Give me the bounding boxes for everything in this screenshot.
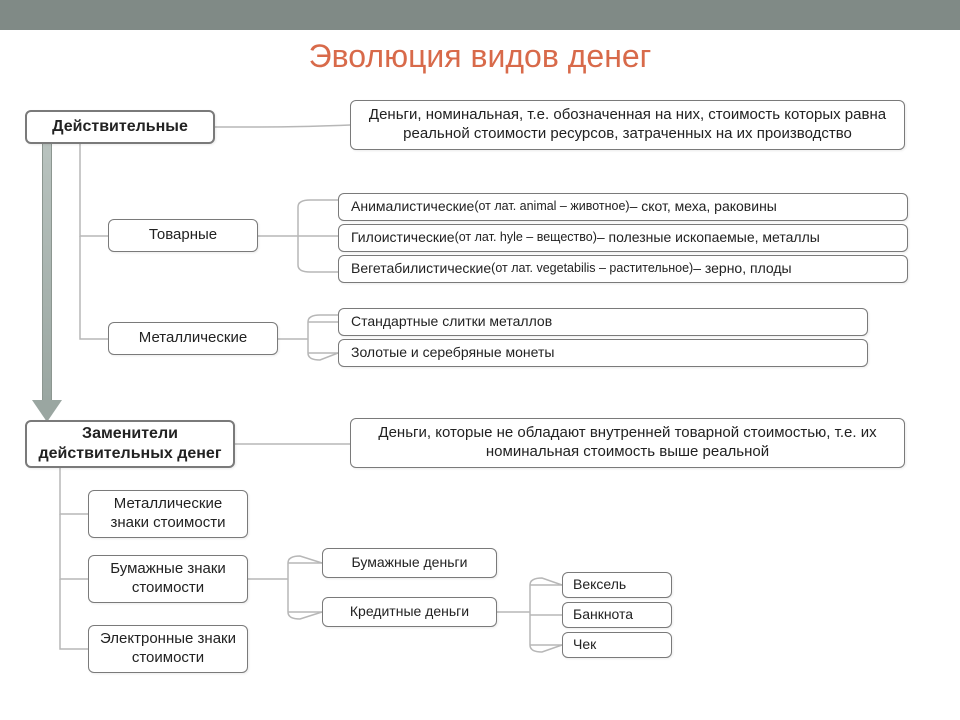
tovar-c-note: (от лат. vegetabilis – растительное) bbox=[491, 261, 693, 277]
slide-title: Эволюция видов денег bbox=[0, 38, 960, 75]
node-metal-coins: Золотые и серебряные монеты bbox=[338, 339, 868, 367]
node-sub-electronic-signs: Электронные знаки стоимости bbox=[88, 625, 248, 673]
top-bar bbox=[0, 0, 960, 30]
tovar-a-tail: – скот, меха, раковины bbox=[630, 198, 777, 216]
evolution-arrow-stem bbox=[42, 142, 52, 402]
node-sub-paper-signs: Бумажные знаки стоимости bbox=[88, 555, 248, 603]
tovar-a-term: Анимал­истические bbox=[351, 198, 474, 216]
node-main-substitutes-desc: Деньги, которые не обладают внутренней т… bbox=[350, 418, 905, 468]
evolution-arrow-head bbox=[32, 400, 62, 422]
node-tovar-hyle: Гилоистические (от лат. hyle – вещество)… bbox=[338, 224, 908, 252]
node-credit-money: Кредитные деньги bbox=[322, 597, 497, 627]
node-tovar-veget: Вегетабилистические (от лат. vegetabilis… bbox=[338, 255, 908, 283]
node-sub-metal-signs: Металлические знаки стоимости bbox=[88, 490, 248, 538]
node-credit-banknote: Банкнота bbox=[562, 602, 672, 628]
node-tovarnye: Товарные bbox=[108, 219, 258, 252]
node-main-real-money-desc: Деньги, номинальная, т.е. обозначенная н… bbox=[350, 100, 905, 150]
tovar-a-note: (от лат. animal – животное) bbox=[474, 199, 629, 215]
node-metal-ingots: Стандартные слитки металлов bbox=[338, 308, 868, 336]
node-credit-cheque: Чек bbox=[562, 632, 672, 658]
tovar-c-term: Вегетабилистические bbox=[351, 260, 491, 278]
node-main-real-money: Действительные bbox=[25, 110, 215, 144]
node-paper-money: Бумажные деньги bbox=[322, 548, 497, 578]
tovar-b-note: (от лат. hyle – вещество) bbox=[455, 230, 597, 246]
tovar-b-term: Гилоистические bbox=[351, 229, 455, 247]
node-main-substitutes: Заменители действительных денег bbox=[25, 420, 235, 468]
tovar-c-tail: – зерно, плоды bbox=[693, 260, 791, 278]
node-metallic: Металлические bbox=[108, 322, 278, 355]
node-tovar-animal: Анимал­истические (от лат. animal – живо… bbox=[338, 193, 908, 221]
tovar-b-tail: – полезные ископаемые, металлы bbox=[597, 229, 820, 247]
node-credit-bill: Вексель bbox=[562, 572, 672, 598]
